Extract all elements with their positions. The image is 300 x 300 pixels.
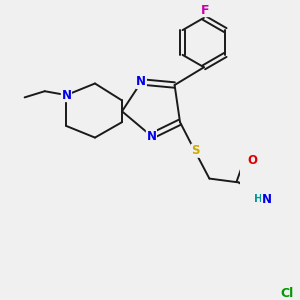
Text: N: N [262,193,272,206]
Text: N: N [136,75,146,88]
Text: Cl: Cl [280,287,293,300]
Text: O: O [248,154,258,167]
Text: H: H [254,194,262,204]
Text: F: F [201,4,210,16]
Text: S: S [191,144,200,157]
Text: N: N [146,130,156,142]
Text: N: N [61,88,71,102]
